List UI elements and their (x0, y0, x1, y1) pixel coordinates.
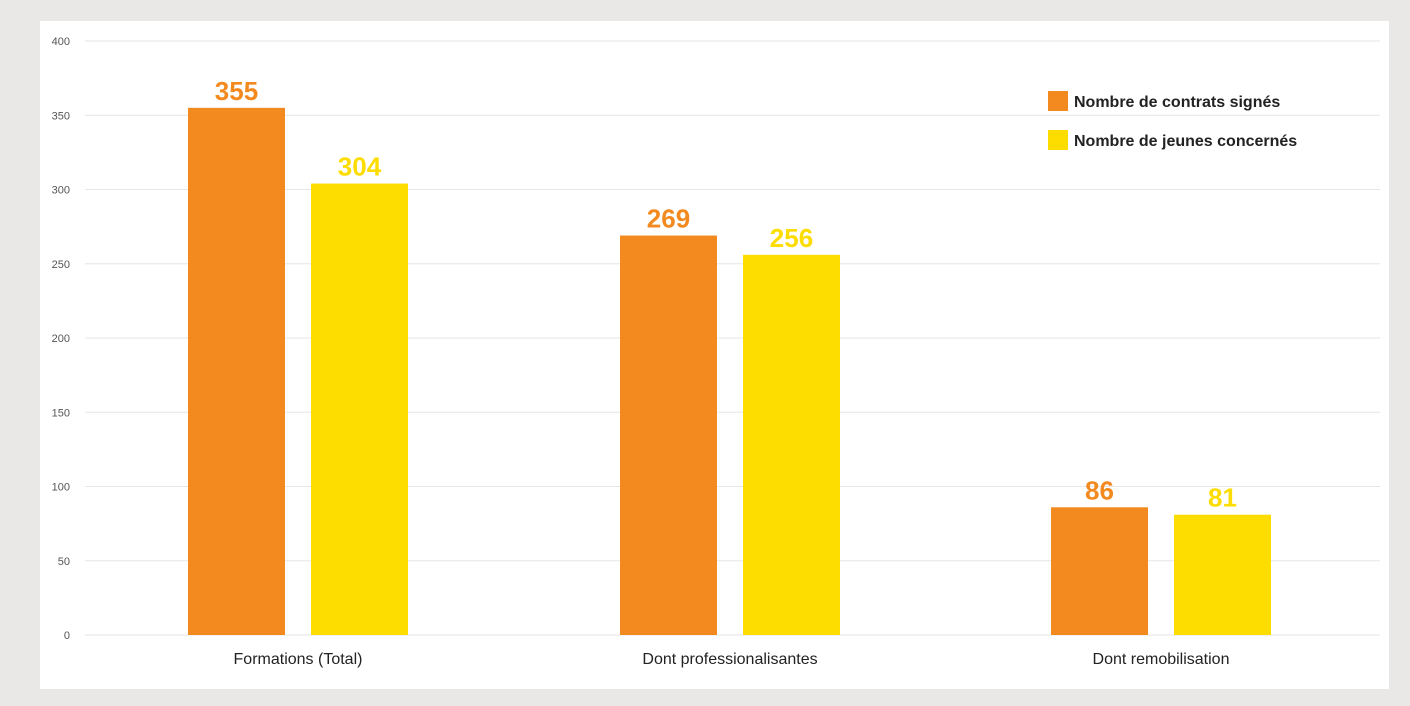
x-category-label: Formations (Total) (234, 651, 363, 668)
data-label: 256 (770, 223, 813, 253)
bar (1174, 514, 1271, 635)
legend-item: Nombre de jeunes concernés (1048, 130, 1297, 150)
y-tick-label: 350 (52, 110, 70, 122)
y-tick-label: 100 (52, 482, 70, 494)
bar (620, 235, 717, 635)
data-label: 269 (647, 204, 690, 234)
y-tick-label: 0 (64, 630, 70, 642)
bar-chart: 0 50 100 150 200 250 300 350 400 355 304 Formation… (52, 36, 1380, 668)
y-tick-label: 300 (52, 185, 70, 197)
legend-swatch (1048, 91, 1068, 111)
bar (1051, 507, 1148, 635)
data-label: 355 (215, 76, 258, 106)
x-category-label: Dont professionalisantes (642, 651, 817, 668)
x-category-label: Dont remobilisation (1093, 651, 1230, 668)
y-tick-label: 400 (52, 36, 70, 48)
legend-label: Nombre de jeunes concernés (1074, 133, 1297, 150)
y-tick-label: 200 (52, 333, 70, 345)
legend-item: Nombre de contrats signés (1048, 91, 1280, 111)
data-label: 304 (338, 152, 382, 182)
data-label: 86 (1085, 475, 1114, 505)
y-tick-label: 50 (58, 556, 70, 568)
bar (311, 183, 408, 635)
y-tick-label: 250 (52, 259, 70, 271)
chart-panel: 0 50 100 150 200 250 300 350 400 355 304 Formation… (40, 21, 1389, 689)
bar (188, 107, 285, 635)
legend-swatch (1048, 130, 1068, 150)
data-label: 81 (1208, 483, 1237, 513)
bar (743, 254, 840, 635)
legend-label: Nombre de contrats signés (1074, 94, 1280, 111)
y-tick-label: 150 (52, 407, 70, 419)
